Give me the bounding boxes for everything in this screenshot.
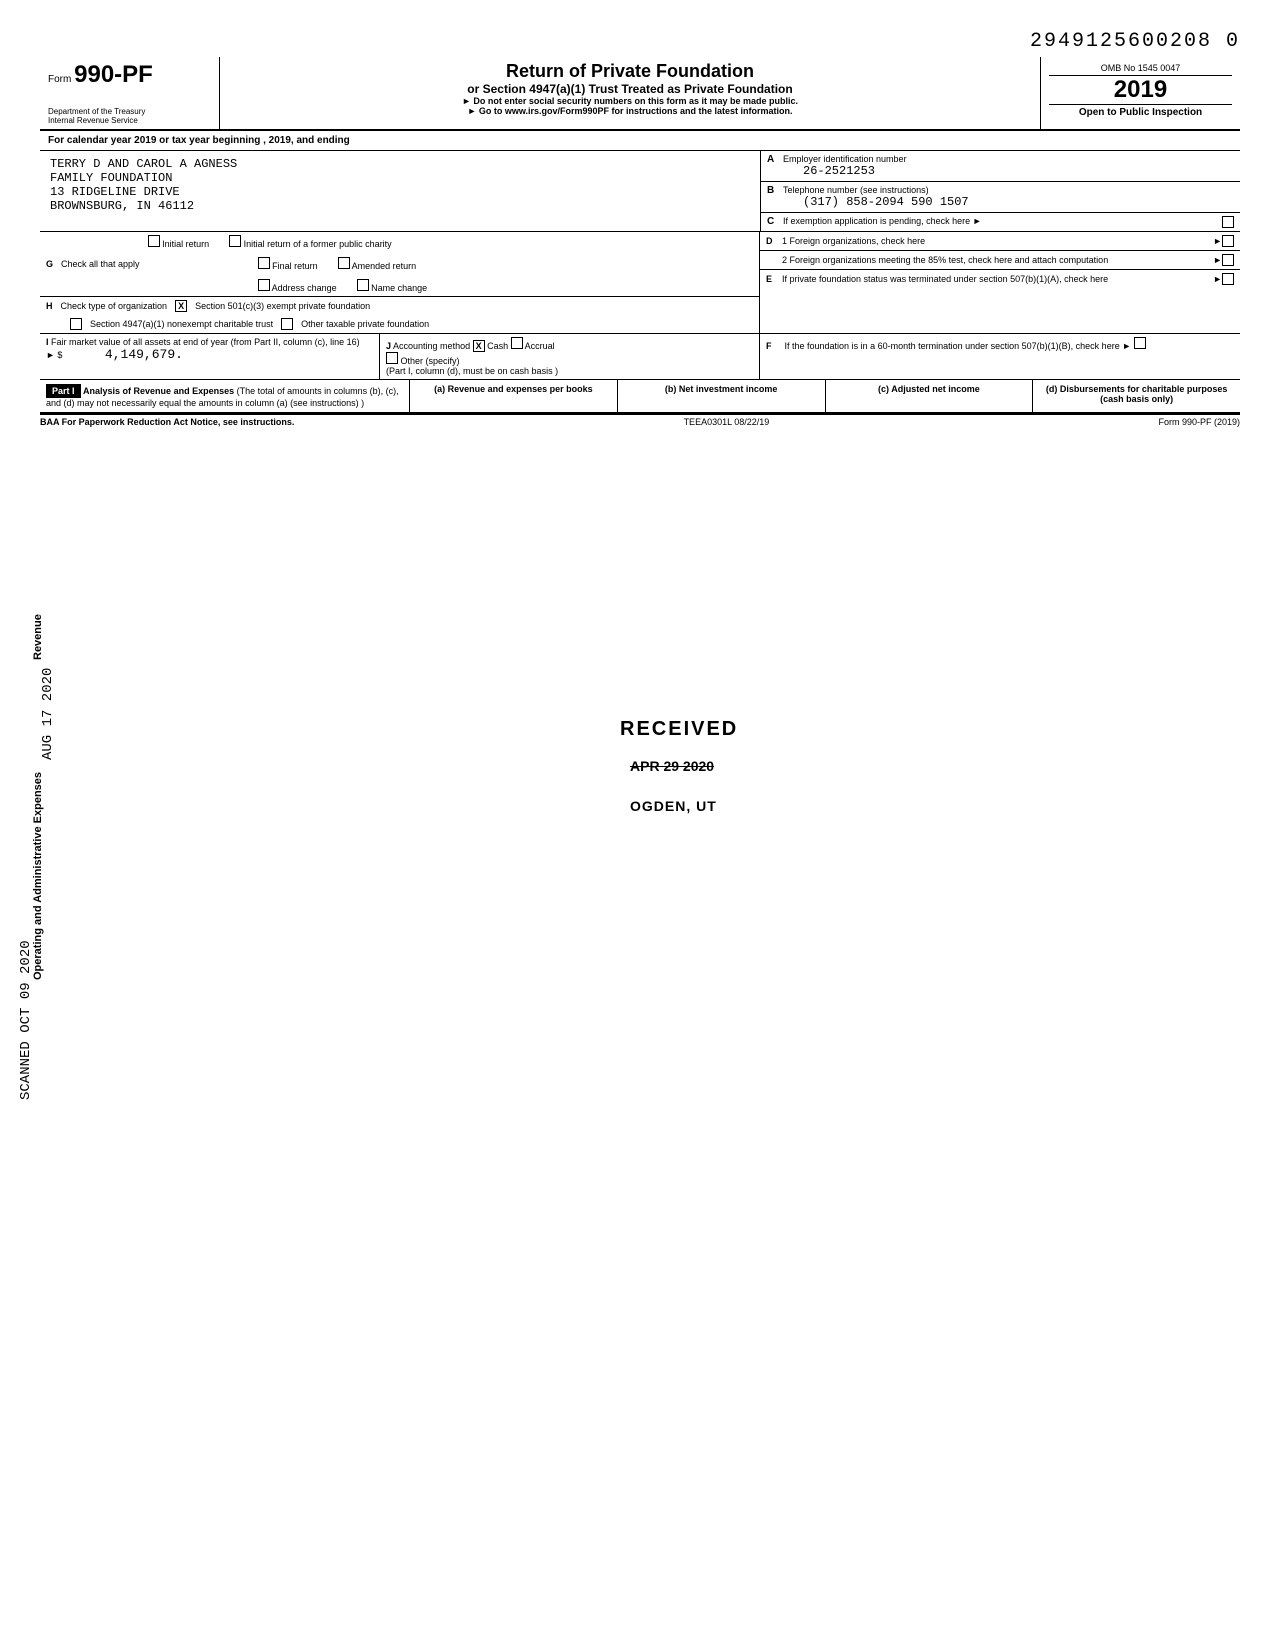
box-i-label: I bbox=[46, 337, 49, 347]
box-i-text: Fair market value of all assets at end o… bbox=[51, 337, 360, 347]
box-b-label: B bbox=[767, 185, 783, 209]
entity-addr: 13 RIDGELINE DRIVE bbox=[50, 185, 750, 199]
box-a-value: 26-2521253 bbox=[783, 164, 1234, 178]
entity-info: TERRY D AND CAROL A AGNESS FAMILY FOUNDA… bbox=[40, 151, 1240, 232]
form-note1: ► Do not enter social security numbers o… bbox=[228, 96, 1032, 106]
opt-final: Final return bbox=[272, 261, 318, 271]
chk-other-method[interactable] bbox=[386, 352, 398, 364]
chk-e[interactable] bbox=[1222, 273, 1234, 285]
part-1: Part I Analysis of Revenue and Expenses … bbox=[40, 380, 1240, 415]
footer-baa: BAA For Paperwork Reduction Act Notice, … bbox=[40, 417, 294, 427]
opt-4947: Section 4947(a)(1) nonexempt charitable … bbox=[90, 319, 273, 329]
opt-other-tax: Other taxable private foundation bbox=[301, 319, 429, 329]
opt-cash: Cash bbox=[487, 341, 508, 351]
box-j-text: Accounting method bbox=[393, 341, 470, 351]
ij-section: I Fair market value of all assets at end… bbox=[40, 334, 1240, 380]
part1-label: Part I bbox=[46, 384, 81, 398]
page-footer: BAA For Paperwork Reduction Act Notice, … bbox=[40, 415, 1240, 427]
box-a-label: A bbox=[767, 154, 783, 178]
form-header: Form 990-PF Department of the Treasury I… bbox=[40, 57, 1240, 131]
tax-year: 2019 bbox=[1049, 76, 1232, 104]
box-b-text: Telephone number (see instructions) bbox=[783, 185, 1234, 195]
gh-section: G Check all that apply Initial return In… bbox=[40, 232, 1240, 334]
box-c-label: C bbox=[767, 216, 783, 228]
chk-cash[interactable]: X bbox=[473, 340, 485, 352]
stamp-aug: AUG 17 2020 bbox=[40, 668, 56, 760]
box-c-text: If exemption application is pending, che… bbox=[783, 216, 1222, 228]
chk-other-taxable[interactable] bbox=[281, 318, 293, 330]
omb: OMB No 1545 0047 bbox=[1049, 61, 1232, 76]
form-number: 990-PF bbox=[74, 61, 153, 88]
opt-addr: Address change bbox=[272, 283, 337, 293]
col-c-header: (c) Adjusted net income bbox=[826, 380, 1034, 412]
opt-initial: Initial return bbox=[162, 239, 209, 249]
chk-initial-return[interactable] bbox=[148, 235, 160, 247]
footer-form: Form 990-PF (2019) bbox=[1158, 417, 1240, 427]
chk-4947[interactable] bbox=[70, 318, 82, 330]
opt-accrual: Accrual bbox=[525, 341, 555, 351]
box-e-label: E bbox=[766, 274, 782, 284]
box-h-text: Check type of organization bbox=[61, 301, 168, 311]
box-d2-text: 2 Foreign organizations meeting the 85% … bbox=[782, 255, 1213, 265]
box-g-text: Check all that apply bbox=[61, 259, 140, 269]
chk-initial-public[interactable] bbox=[229, 235, 241, 247]
box-e-text: If private foundation status was termina… bbox=[782, 274, 1213, 284]
stamp-received: RECEIVED bbox=[620, 718, 738, 741]
entity-name2: FAMILY FOUNDATION bbox=[50, 171, 750, 185]
opt-name: Name change bbox=[371, 283, 427, 293]
box-a-text: Employer identification number bbox=[783, 154, 1234, 164]
chk-accrual[interactable] bbox=[511, 337, 523, 349]
stamp-scanned: SCANNED OCT 09 2020 bbox=[18, 940, 34, 1100]
dept-treasury: Department of the Treasury bbox=[48, 107, 211, 116]
box-b-value: (317) 858-2094 590 1507 bbox=[783, 195, 1234, 209]
col-b-header: (b) Net investment income bbox=[618, 380, 826, 412]
col-d-header: (d) Disbursements for charitable purpose… bbox=[1033, 380, 1240, 412]
chk-final-return[interactable] bbox=[258, 257, 270, 269]
calendar-year-row: For calendar year 2019 or tax year begin… bbox=[40, 131, 1240, 151]
chk-f[interactable] bbox=[1134, 337, 1146, 349]
entity-name1: TERRY D AND CAROL A AGNESS bbox=[50, 157, 750, 171]
stamp-date: APR 29 2020 bbox=[630, 758, 714, 774]
opt-501c3: Section 501(c)(3) exempt private foundat… bbox=[195, 301, 370, 311]
irs: Internal Revenue Service bbox=[48, 116, 211, 125]
opt-initial-pub: Initial return of a former public charit… bbox=[244, 239, 392, 249]
chk-address-change[interactable] bbox=[258, 279, 270, 291]
dln: 2949125600208 0 bbox=[40, 30, 1240, 53]
opt-amended: Amended return bbox=[352, 261, 417, 271]
form-subtitle: or Section 4947(a)(1) Trust Treated as P… bbox=[228, 82, 1032, 96]
box-f-text: If the foundation is in a 60-month termi… bbox=[785, 341, 1120, 351]
footer-code: TEEA0301L 08/22/19 bbox=[684, 417, 770, 427]
open-inspection: Open to Public Inspection bbox=[1049, 104, 1232, 120]
box-c-checkbox[interactable] bbox=[1222, 216, 1234, 228]
box-d-label: D bbox=[766, 236, 782, 246]
chk-501c3[interactable]: X bbox=[175, 300, 187, 312]
entity-city: BROWNSBURG, IN 46112 bbox=[50, 199, 750, 213]
col-a-header: (a) Revenue and expenses per books bbox=[410, 380, 618, 412]
chk-d2[interactable] bbox=[1222, 254, 1234, 266]
form-title: Return of Private Foundation bbox=[228, 61, 1032, 82]
box-j-label: J bbox=[386, 341, 391, 351]
box-i-value: 4,149,679. bbox=[65, 347, 183, 362]
form-prefix: Form bbox=[48, 74, 71, 85]
part1-title: Analysis of Revenue and Expenses bbox=[83, 386, 234, 396]
chk-d1[interactable] bbox=[1222, 235, 1234, 247]
box-g-label: G bbox=[46, 259, 53, 269]
box-j-note: (Part I, column (d), must be on cash bas… bbox=[386, 366, 558, 376]
revenue-side-label: Revenue bbox=[32, 614, 44, 660]
box-d1-text: 1 Foreign organizations, check here bbox=[782, 236, 1213, 246]
chk-amended[interactable] bbox=[338, 257, 350, 269]
box-f-label: F bbox=[766, 341, 782, 351]
form-note2: ► Go to www.irs.gov/Form990PF for instru… bbox=[228, 106, 1032, 116]
stamp-ogden: OGDEN, UT bbox=[630, 798, 717, 814]
opt-other: Other (specify) bbox=[401, 356, 460, 366]
box-h-label: H bbox=[46, 301, 53, 311]
chk-name-change[interactable] bbox=[357, 279, 369, 291]
